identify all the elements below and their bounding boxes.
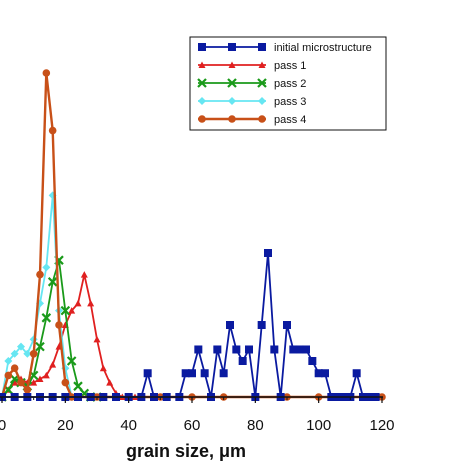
legend-label: pass 3	[274, 96, 306, 108]
legend-marker	[257, 78, 267, 88]
data-point	[36, 375, 44, 382]
data-point	[314, 369, 323, 378]
data-point	[66, 356, 77, 366]
legend-marker	[228, 43, 236, 51]
data-point	[143, 369, 152, 378]
data-point	[264, 249, 272, 257]
data-point	[181, 369, 190, 378]
legend-marker	[228, 97, 236, 105]
data-point	[60, 305, 71, 316]
data-point	[61, 378, 70, 387]
data-point	[4, 371, 13, 380]
data-point	[80, 271, 88, 278]
data-point	[74, 299, 82, 307]
legend-label: pass 1	[274, 60, 306, 72]
legend-marker	[228, 115, 236, 123]
legend-marker	[228, 61, 236, 68]
data-point	[188, 369, 196, 378]
data-point	[321, 369, 329, 378]
legend-label: pass 2	[274, 78, 306, 90]
x-tick-label: 120	[369, 417, 394, 434]
data-point	[213, 345, 222, 354]
legend-marker	[258, 61, 266, 68]
data-point	[352, 369, 361, 378]
data-point	[194, 345, 203, 354]
data-point	[302, 345, 310, 354]
legend-label: pass 4	[274, 114, 306, 126]
legend-item: pass 4	[198, 114, 306, 126]
legend-marker	[198, 43, 206, 51]
data-point	[29, 350, 38, 358]
legend: initial microstructure pass 1 pass 2 pass 3…	[189, 36, 387, 131]
data-point	[283, 321, 291, 329]
x-tick-label: 100	[306, 417, 331, 434]
data-point	[219, 369, 228, 378]
data-point	[42, 263, 51, 272]
data-point	[257, 321, 266, 329]
legend-marker	[258, 43, 266, 51]
legend-marker	[258, 115, 266, 123]
legend-marker	[198, 97, 206, 105]
data-point	[238, 357, 247, 365]
legend-item: pass 1	[198, 60, 306, 72]
data-point	[55, 321, 63, 329]
data-point	[61, 364, 70, 373]
legend-item: pass 3	[198, 96, 306, 108]
data-point	[200, 369, 209, 378]
data-point	[308, 357, 317, 365]
data-point	[42, 371, 50, 379]
data-point	[35, 341, 45, 352]
data-point	[11, 379, 19, 386]
x-tick-label: 0	[0, 417, 6, 434]
legend-label: initial microstructure	[274, 42, 372, 54]
data-point	[232, 345, 241, 354]
x-tick-label: 80	[247, 417, 264, 434]
data-point	[270, 345, 279, 354]
legend-marker	[198, 61, 206, 68]
data-point	[295, 345, 304, 354]
data-point	[47, 277, 58, 287]
legend-marker	[197, 78, 207, 88]
data-point	[73, 381, 83, 391]
data-point	[93, 335, 101, 343]
data-point	[87, 299, 95, 307]
data-point	[30, 379, 38, 386]
data-point	[99, 364, 107, 372]
data-point	[49, 361, 57, 368]
data-point	[41, 313, 52, 323]
data-point	[106, 379, 114, 386]
data-point	[23, 349, 32, 358]
data-point	[245, 345, 253, 354]
data-point	[23, 386, 32, 394]
x-tick-label: 20	[57, 417, 74, 434]
x-axis-label: grain size, μm	[126, 441, 246, 461]
data-point	[17, 378, 25, 387]
data-point	[10, 349, 19, 358]
legend-marker	[258, 97, 266, 105]
data-point	[36, 270, 44, 279]
legend-item: initial microstructure	[198, 42, 372, 54]
legend-item: pass 2	[197, 78, 306, 90]
data-point	[68, 307, 76, 314]
x-tick-label: 40	[120, 417, 137, 434]
data-point	[42, 69, 51, 77]
data-point	[17, 342, 25, 351]
data-point	[226, 321, 234, 329]
data-point	[4, 357, 13, 365]
data-point	[10, 364, 19, 373]
x-tick-label: 60	[184, 417, 201, 434]
legend-marker	[227, 78, 237, 88]
data-point	[289, 345, 298, 354]
data-point	[48, 126, 57, 135]
legend-marker	[198, 115, 206, 123]
